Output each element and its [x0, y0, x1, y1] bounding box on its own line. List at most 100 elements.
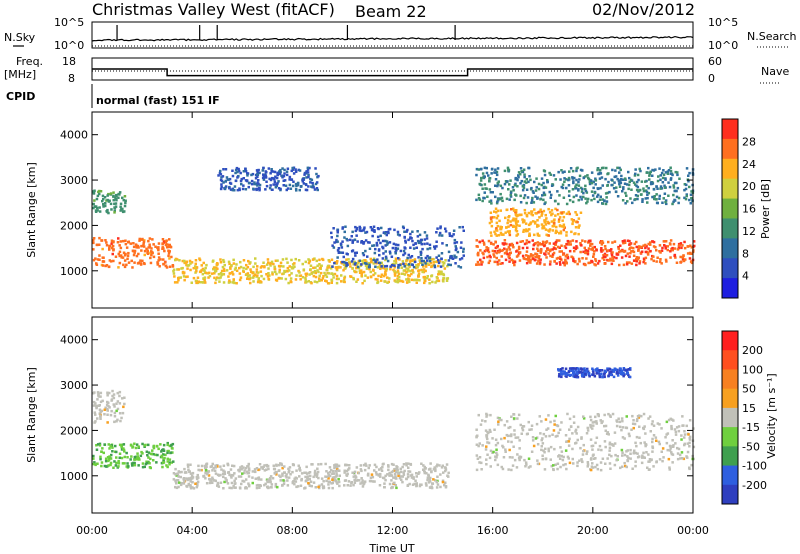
velocity-cell — [206, 472, 209, 476]
power-cell — [571, 188, 575, 191]
velocity-cell — [541, 442, 545, 445]
velocity-cell — [667, 418, 671, 422]
power-cell — [248, 274, 251, 277]
velocity-cell — [594, 441, 597, 445]
velocity-cell — [435, 486, 439, 489]
velocity-cell — [494, 458, 497, 462]
velocity-cell — [390, 474, 394, 477]
power-cell — [499, 192, 502, 196]
beam-title: Beam 22 — [355, 2, 427, 21]
velocity-cell — [606, 457, 609, 460]
power-cell — [355, 266, 358, 270]
power-cell — [412, 265, 416, 269]
velocity-cell — [575, 371, 578, 375]
power-cell — [364, 249, 367, 253]
velocity-cell — [643, 456, 646, 459]
velocity-cell — [557, 368, 561, 372]
power-cell — [362, 240, 366, 244]
velocity-cell — [375, 465, 378, 469]
velocity-cell — [120, 448, 124, 451]
velocity-cell — [430, 470, 433, 474]
velocity-cell — [94, 402, 97, 405]
power-cell — [113, 209, 116, 212]
velocity-cell — [656, 422, 660, 425]
velocity-cell — [500, 465, 503, 469]
power-cell — [283, 168, 286, 172]
power-cell — [356, 240, 359, 243]
power-cell — [485, 166, 488, 170]
power-cell — [123, 195, 127, 198]
power-cell — [306, 168, 310, 171]
power-cell — [313, 257, 316, 260]
power-cell — [586, 174, 589, 177]
velocity-cell — [668, 468, 671, 471]
power-cell — [600, 250, 603, 253]
power-cell — [581, 187, 584, 191]
xtick-label: 20:00 — [577, 524, 609, 537]
velocity-cell — [593, 375, 597, 378]
velocity-cell — [412, 476, 415, 479]
power-cell — [105, 264, 109, 267]
power-cell — [656, 201, 659, 205]
velocity-cell — [113, 460, 116, 463]
velocity-cell — [574, 428, 578, 432]
power-cell — [377, 248, 381, 251]
power-cell — [490, 220, 493, 223]
power-cell — [111, 244, 115, 248]
power-cell — [417, 263, 420, 266]
power-cell — [277, 277, 280, 280]
power-cell — [562, 228, 566, 232]
power-cell — [594, 179, 598, 182]
power-cell — [276, 259, 279, 262]
power-cell — [137, 261, 141, 264]
velocity-cell — [166, 443, 169, 447]
velocity-cell — [626, 371, 629, 375]
velocity-cell — [189, 487, 193, 490]
velocity-cell — [536, 462, 540, 466]
power-cell — [529, 258, 532, 262]
power-cell — [272, 262, 275, 266]
power-cell — [660, 171, 664, 175]
power-cell — [394, 247, 397, 251]
velocity-cell — [304, 486, 307, 490]
power-cell — [374, 277, 377, 281]
power-cell — [244, 167, 247, 170]
power-cell — [519, 173, 522, 176]
power-cell — [384, 255, 388, 259]
velocity-cell — [478, 456, 482, 459]
power-cell — [522, 230, 525, 233]
velocity-cell — [308, 477, 311, 481]
power-cell — [630, 262, 634, 265]
power-cell — [382, 274, 386, 278]
power-cell — [591, 248, 595, 252]
velocity-cell — [254, 470, 257, 474]
power-cell — [437, 279, 441, 283]
velocity-cell — [377, 474, 381, 477]
velocity-cell — [104, 406, 107, 409]
velocity-cell — [621, 465, 624, 468]
power-cell — [548, 230, 551, 233]
power-cell — [525, 181, 528, 184]
power-cell — [313, 280, 317, 283]
power-cell — [571, 200, 575, 204]
power-cell — [563, 245, 567, 248]
power-cell — [560, 169, 563, 172]
power-cell — [242, 184, 245, 187]
power-cell — [483, 243, 486, 246]
power-cell — [623, 239, 626, 242]
power-cell — [609, 259, 613, 262]
velocity-cell — [275, 463, 278, 467]
velocity-cell — [394, 484, 397, 487]
power-cell — [242, 259, 246, 262]
power-cell — [614, 169, 617, 172]
noise-tick-low-left: 10^0 — [54, 39, 84, 52]
power-cell — [336, 249, 340, 252]
power-cell — [567, 243, 571, 246]
power-cell — [515, 214, 518, 217]
velocity-cell — [679, 457, 682, 460]
power-cell — [372, 257, 376, 260]
power-cell — [637, 178, 640, 182]
power-cell — [619, 178, 622, 182]
velocity-cell — [589, 468, 593, 472]
power-cell — [237, 174, 240, 178]
